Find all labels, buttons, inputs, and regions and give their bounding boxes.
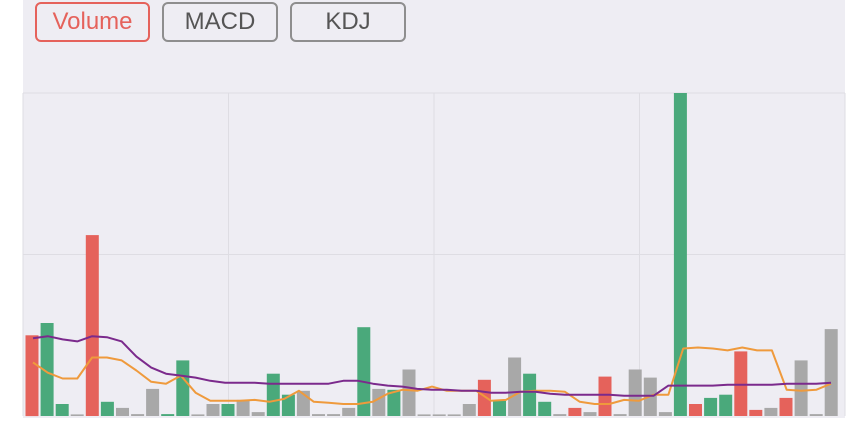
volume-bar <box>523 373 537 416</box>
tab-kdj[interactable]: KDJ <box>290 2 406 42</box>
volume-bar <box>613 414 627 416</box>
bottom-strip <box>0 418 868 432</box>
volume-bar <box>824 329 838 416</box>
volume-bar <box>658 412 672 416</box>
volume-bar <box>55 404 69 416</box>
volume-bar <box>598 376 612 416</box>
volume-bar <box>161 414 175 416</box>
indicator-tabs: Volume MACD KDJ <box>35 2 406 42</box>
volume-bar <box>583 412 597 416</box>
volume-bar <box>704 397 718 416</box>
volume-bar <box>116 407 129 416</box>
volume-bar <box>85 235 99 416</box>
volume-bar <box>266 373 280 416</box>
tab-volume[interactable]: Volume <box>35 2 150 42</box>
volume-bar <box>40 323 54 416</box>
volume-bar <box>417 414 431 416</box>
volume-bar <box>25 335 39 417</box>
volume-bar <box>764 407 778 416</box>
volume-bar <box>312 414 325 416</box>
volume-bar <box>462 404 476 416</box>
volume-bar <box>176 360 190 416</box>
volume-bar <box>342 407 356 416</box>
volume-bar <box>131 414 145 416</box>
volume-bar <box>100 401 114 416</box>
ma-line-orange <box>32 346 832 405</box>
tab-macd[interactable]: MACD <box>162 2 278 42</box>
volume-bar <box>568 407 582 416</box>
volume-bar <box>493 400 506 416</box>
volume-bar <box>191 414 205 416</box>
volume-bar <box>281 394 295 416</box>
volume-bar <box>432 414 446 416</box>
volume-bar <box>553 414 567 416</box>
volume-bar <box>70 414 84 416</box>
volume-bar <box>779 397 793 416</box>
volume-bar <box>689 404 702 416</box>
volume-bar <box>508 357 522 416</box>
volume-bar <box>719 394 733 416</box>
volume-bar <box>809 414 823 416</box>
volume-bar <box>372 388 386 416</box>
volume-bar <box>749 409 763 416</box>
volume-bar <box>628 369 642 416</box>
volume-bar <box>447 414 461 416</box>
volume-bar <box>146 388 160 416</box>
volume-bar <box>387 389 401 416</box>
volume-bar <box>794 360 808 416</box>
volume-bar <box>477 379 491 416</box>
ma-line-purple <box>32 335 832 397</box>
volume-bar <box>236 399 250 416</box>
volume-bar <box>357 327 371 416</box>
volume-bar <box>538 401 552 416</box>
volume-bar <box>251 412 265 416</box>
volume-bar <box>402 369 416 416</box>
volume-bar <box>673 93 687 416</box>
volume-bar <box>221 404 235 416</box>
volume-bar <box>327 414 341 416</box>
volume-bar <box>206 404 220 416</box>
